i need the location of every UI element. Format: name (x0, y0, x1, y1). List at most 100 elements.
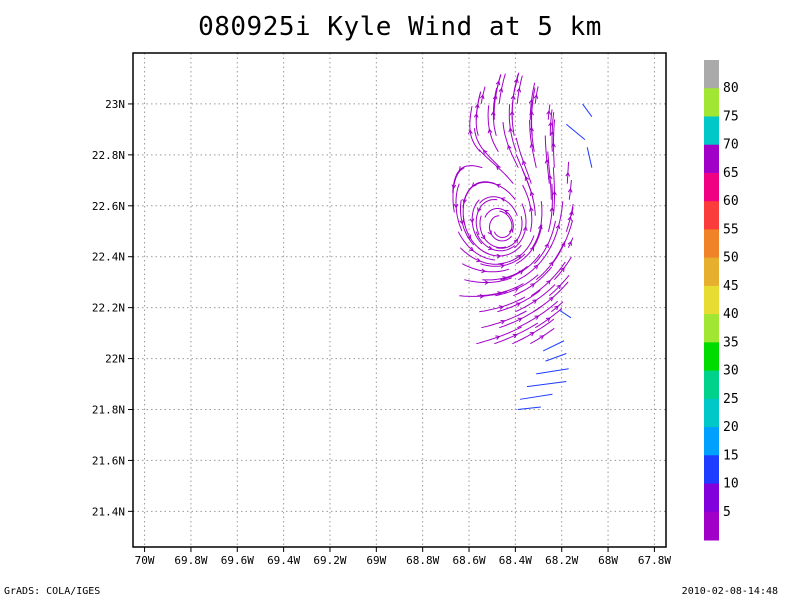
colorbar-segment (704, 60, 719, 89)
streamline-arrow (468, 129, 473, 135)
streamline-arrow (517, 317, 523, 322)
streamline-arrow (492, 94, 498, 100)
streamline (469, 106, 481, 153)
streamline-arrow (556, 284, 562, 290)
streamline (568, 179, 572, 200)
colorbar-segment (704, 398, 719, 428)
streamline (462, 181, 496, 209)
streamline-arrow (530, 283, 536, 288)
colorbar-segment (704, 257, 719, 287)
x-tick-label: 70W (135, 554, 155, 567)
streamline (547, 104, 551, 120)
streamline-arrow (500, 319, 506, 325)
streamline-arrow (477, 207, 482, 213)
streamline-arrow (484, 280, 490, 285)
streamline (553, 256, 572, 281)
streamline-weak (542, 340, 565, 352)
streamline-arrow (513, 238, 518, 244)
streamline-arrow (565, 171, 571, 177)
x-tick-label: 69.8W (174, 554, 207, 567)
streamline-arrow (555, 224, 561, 230)
streamline (494, 322, 539, 345)
colorbar-label: 75 (723, 110, 739, 125)
streamlines (451, 72, 593, 410)
x-tick-label: 67.8W (638, 554, 671, 567)
streamline-arrow (522, 226, 528, 231)
colorbar-segment (704, 172, 719, 202)
streamline-arrow (500, 197, 506, 202)
colorbar-segment (704, 229, 719, 259)
streamline-arrow (551, 142, 556, 148)
streamline-arrow (487, 128, 493, 134)
streamline-arrow (490, 110, 496, 116)
streamline-arrow (469, 218, 475, 224)
y-tick-label: 21.6N (92, 454, 125, 467)
colorbar: 5 10 15 20 25 30 35 40 45 50 55 60 65 70 75 80 (704, 60, 739, 541)
colorbar-segment (704, 144, 719, 174)
streamline-arrow (529, 206, 534, 212)
streamline-arrow (567, 215, 573, 221)
streamline (479, 215, 507, 249)
x-tick-label: 68.4W (499, 554, 532, 567)
streamline-arrow (453, 203, 459, 209)
streamline-arrow (529, 246, 535, 252)
streamline (512, 318, 555, 345)
streamline-arrow (458, 166, 464, 172)
streamline-weak (559, 309, 572, 319)
colorbar-label: 40 (723, 307, 739, 322)
streamline (530, 327, 555, 345)
colorbar-segment (704, 88, 719, 117)
streamline-arrow (548, 261, 554, 267)
streamline-arrow (488, 245, 493, 251)
plot-frame (132, 52, 667, 548)
streamline-arrow (544, 243, 549, 249)
colorbar-label: 10 (723, 477, 739, 492)
streamline (565, 203, 574, 232)
streamline-arrow (546, 279, 551, 285)
streamline-arrow (508, 127, 514, 133)
streamline-arrow (532, 299, 538, 304)
streamline-weak (586, 147, 593, 168)
streamline-arrow (507, 144, 512, 150)
streamline-arrow (503, 210, 509, 215)
streamline-weak (545, 353, 567, 362)
colorbar-label: 45 (723, 279, 739, 294)
x-tick-label: 68.8W (406, 554, 439, 567)
x-tick-label: 69.4W (267, 554, 300, 567)
streamline-arrow (515, 302, 521, 307)
colorbar-label: 50 (723, 251, 739, 266)
streamline-arrow (539, 335, 545, 340)
streamline-weak (519, 393, 553, 400)
colorbar-label: 55 (723, 222, 739, 237)
streamline (516, 75, 523, 104)
colorbar-segment (704, 370, 719, 400)
streamline-arrow (476, 257, 482, 263)
streamline-arrow (560, 267, 565, 272)
x-tick-label: 69.6W (221, 554, 254, 567)
streamline-arrow (482, 149, 488, 155)
streamline-arrow (469, 246, 474, 252)
streamline-arrow (552, 190, 557, 196)
x-tick-label: 69W (366, 554, 386, 567)
streamline-weak (517, 406, 541, 410)
colorbar-label: 80 (723, 81, 739, 96)
streamline-arrow (479, 94, 485, 100)
streamline-arrow (516, 254, 522, 260)
streamline-arrow (522, 159, 527, 165)
colorbar-label: 65 (723, 166, 739, 181)
streamline-arrow (473, 112, 479, 118)
streamline-weak (566, 123, 586, 140)
streamline-arrow (466, 234, 472, 240)
streamline (567, 237, 574, 248)
y-tick-label: 21.8N (92, 403, 125, 416)
streamline-arrow (500, 263, 506, 269)
y-axis: 21.4N 21.6N 21.8N 22N 22.2N 22.4N 22.6N 22.8N 23… (92, 98, 133, 518)
colorbar-label: 30 (723, 364, 739, 379)
streamline-arrow (567, 187, 573, 193)
streamline-weak (526, 380, 567, 388)
streamline-arrow (554, 305, 559, 311)
y-tick-label: 22.8N (92, 149, 125, 162)
x-tick-label: 68W (598, 554, 618, 567)
y-tick-label: 23N (105, 98, 125, 111)
streamline-arrow (545, 317, 551, 322)
